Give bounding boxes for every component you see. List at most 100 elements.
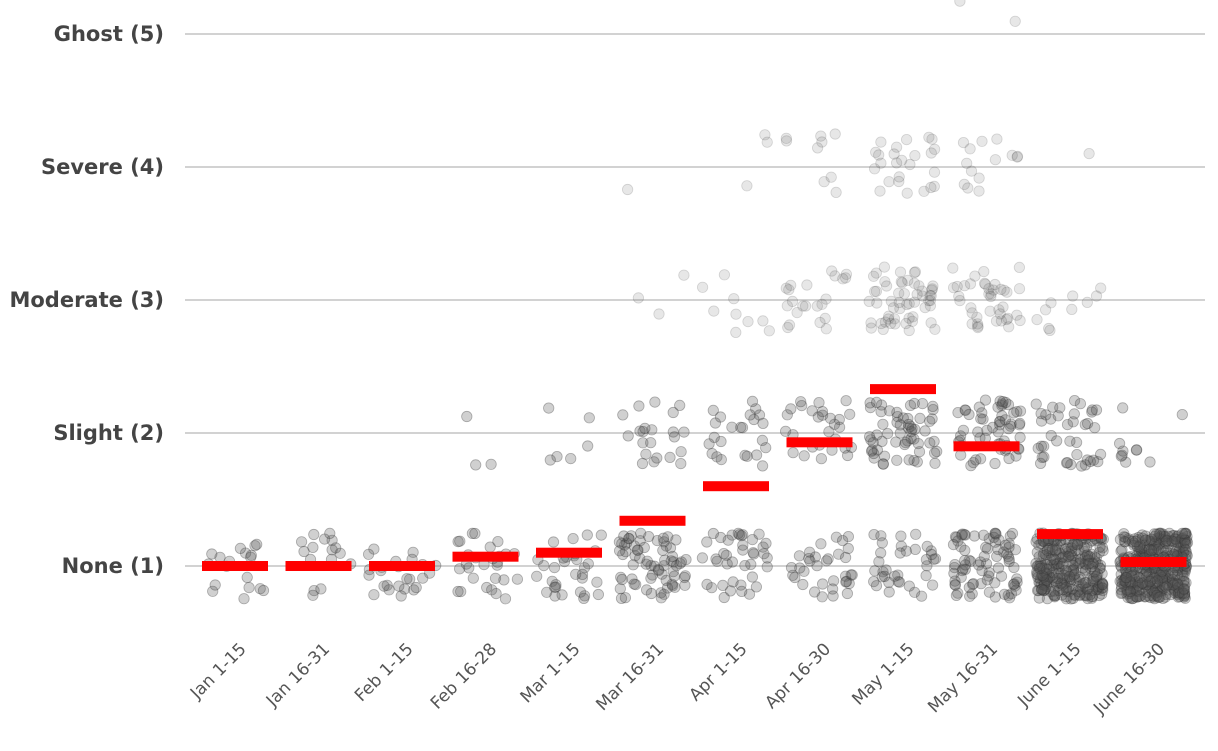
data-point <box>1134 590 1147 602</box>
data-point <box>819 312 831 324</box>
data-point <box>1120 568 1133 580</box>
data-point <box>707 527 720 540</box>
data-point <box>1041 593 1054 605</box>
data-point <box>971 311 983 323</box>
data-point <box>1075 460 1088 472</box>
mean-marker <box>953 441 1020 452</box>
data-point <box>974 556 987 568</box>
data-point <box>1049 590 1061 602</box>
data-point <box>1118 574 1130 586</box>
data-point <box>868 452 880 464</box>
data-point <box>1147 543 1160 555</box>
data-point <box>1131 585 1143 597</box>
data-point <box>1008 561 1020 574</box>
data-point <box>865 317 877 329</box>
data-point <box>902 418 915 431</box>
data-point <box>1178 576 1190 588</box>
data-point <box>1079 590 1091 602</box>
data-point <box>1150 536 1162 548</box>
data-point <box>1137 577 1149 589</box>
data-point <box>401 573 413 585</box>
data-point <box>964 590 976 602</box>
data-point <box>1167 535 1179 548</box>
data-point <box>892 569 904 581</box>
data-point <box>1170 545 1183 557</box>
data-point <box>1181 534 1193 546</box>
data-point <box>797 578 809 591</box>
data-point <box>653 564 665 577</box>
data-point <box>678 426 690 438</box>
data-point <box>1091 557 1103 570</box>
data-point <box>1094 562 1106 575</box>
data-point <box>1116 544 1128 556</box>
data-point <box>928 166 941 178</box>
data-point <box>763 325 775 337</box>
data-point <box>963 408 975 421</box>
data-point <box>711 451 723 463</box>
data-point <box>981 574 993 586</box>
data-point <box>245 551 257 563</box>
y-tick-label: Severe (4) <box>41 155 164 179</box>
data-point <box>1086 590 1098 602</box>
data-point <box>925 290 937 302</box>
data-point <box>1157 592 1169 605</box>
data-point <box>556 589 568 601</box>
data-point <box>975 578 987 590</box>
data-point <box>715 531 727 544</box>
data-point <box>643 530 655 543</box>
data-point <box>929 457 941 469</box>
data-point <box>1133 590 1145 603</box>
data-point <box>1159 591 1171 603</box>
data-point <box>1063 586 1075 598</box>
data-point <box>1040 409 1052 421</box>
data-point <box>829 270 841 282</box>
data-point <box>1000 396 1012 409</box>
data-point <box>1081 583 1093 596</box>
data-point <box>958 280 971 292</box>
data-point <box>1014 405 1027 417</box>
data-point <box>1082 582 1094 595</box>
data-point <box>1031 546 1043 558</box>
data-point <box>1160 581 1172 593</box>
data-point <box>1165 534 1177 547</box>
data-point <box>1056 577 1068 589</box>
data-point <box>1067 552 1079 565</box>
data-point <box>1114 437 1126 450</box>
data-point <box>653 308 665 320</box>
data-point <box>846 569 858 581</box>
data-point <box>841 587 854 600</box>
data-point <box>1086 584 1098 597</box>
data-point <box>1168 529 1180 542</box>
data-point <box>393 580 405 592</box>
data-point <box>967 578 979 590</box>
data-point <box>295 536 308 548</box>
data-point <box>1155 545 1167 557</box>
data-point <box>1046 559 1058 571</box>
data-point <box>1048 589 1060 601</box>
data-point <box>1163 538 1175 550</box>
y-tick-label: Slight (2) <box>53 421 164 445</box>
data-point <box>1036 451 1048 463</box>
data-point <box>976 564 988 577</box>
data-point <box>1160 588 1172 601</box>
data-point <box>957 563 969 575</box>
data-point <box>1097 582 1109 594</box>
data-point <box>1065 575 1077 588</box>
data-point <box>875 530 887 542</box>
data-point <box>795 396 807 408</box>
data-point <box>1144 576 1156 588</box>
data-point <box>1087 573 1099 585</box>
data-point <box>1070 544 1082 557</box>
data-point <box>1176 527 1188 540</box>
data-point <box>1057 579 1069 591</box>
data-point <box>961 157 973 169</box>
data-points <box>203 0 1194 605</box>
data-point <box>1083 550 1096 563</box>
data-point <box>1060 564 1072 576</box>
data-point <box>668 570 680 582</box>
data-point <box>868 528 880 541</box>
data-point <box>959 544 971 557</box>
data-point <box>1151 575 1164 587</box>
grid-layer <box>185 33 1205 567</box>
